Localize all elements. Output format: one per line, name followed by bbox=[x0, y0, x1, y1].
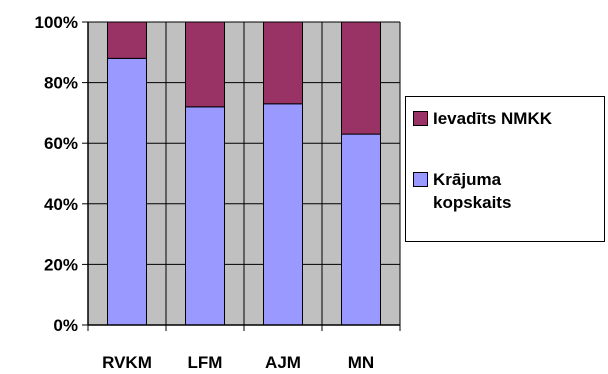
y-tick-label-0: 0% bbox=[53, 316, 78, 335]
y-tick-label-1: 20% bbox=[44, 255, 78, 274]
legend-label-ievadits: Ievadīts NMKK bbox=[433, 109, 553, 128]
bar-mn-series-0 bbox=[341, 133, 381, 326]
legend-item-krajuma: Krājuma kopskaits bbox=[413, 168, 583, 214]
bar-mn-series-1 bbox=[341, 21, 381, 135]
legend-swatch-ievadits bbox=[413, 111, 428, 126]
x-tick-label-rvkm: RVKM bbox=[102, 353, 152, 372]
bar-rvkm-series-1 bbox=[107, 21, 147, 59]
x-tick-labels: RVKM LFM AJM MN bbox=[102, 353, 374, 372]
legend-label-krajuma: Krājuma kopskaits bbox=[433, 170, 512, 212]
x-tick-label-ajm: AJM bbox=[265, 353, 301, 372]
bar-ajm-series-1 bbox=[263, 21, 303, 105]
bar-lfm-series-0 bbox=[185, 106, 225, 326]
y-tick-label-4: 80% bbox=[44, 74, 78, 93]
y-tick-label-3: 60% bbox=[44, 134, 78, 153]
legend: Ievadīts NMKK Krājuma kopskaits bbox=[405, 96, 605, 242]
axes bbox=[82, 21, 401, 331]
bar-rvkm-series-0 bbox=[107, 57, 147, 326]
y-tick-label-5: 100% bbox=[35, 13, 78, 32]
x-tick-label-lfm: LFM bbox=[188, 353, 223, 372]
x-tick-label-mn: MN bbox=[348, 353, 374, 372]
bar-ajm-series-0 bbox=[263, 103, 303, 326]
legend-swatch-krajuma bbox=[413, 172, 428, 187]
y-tick-labels: 0% 20% 40% 60% 80% 100% bbox=[35, 13, 78, 335]
legend-item-ievadits: Ievadīts NMKK bbox=[413, 107, 583, 130]
bars bbox=[107, 21, 381, 326]
bar-lfm-series-1 bbox=[185, 21, 225, 108]
y-tick-label-2: 40% bbox=[44, 195, 78, 214]
